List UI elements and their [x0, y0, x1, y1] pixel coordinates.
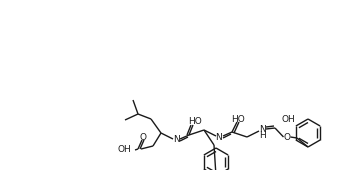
- Text: N: N: [259, 124, 265, 133]
- Text: O: O: [139, 132, 146, 141]
- Text: N: N: [172, 135, 180, 144]
- Text: HO: HO: [188, 117, 202, 126]
- Text: OH: OH: [282, 115, 296, 123]
- Text: N: N: [216, 132, 222, 141]
- Text: OH: OH: [117, 146, 131, 155]
- Text: H: H: [259, 131, 265, 140]
- Text: O: O: [283, 132, 290, 141]
- Text: HO: HO: [231, 115, 245, 123]
